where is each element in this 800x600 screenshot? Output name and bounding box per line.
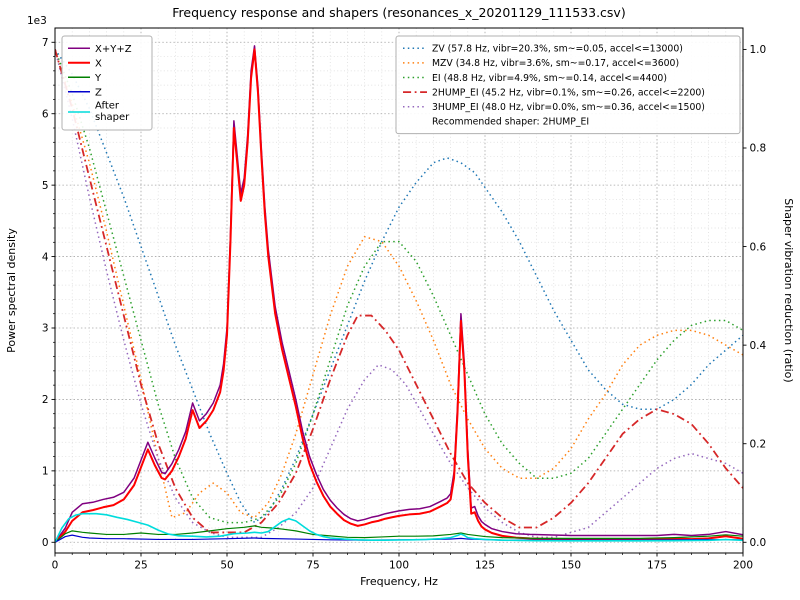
x-tick-label: 25 xyxy=(134,560,147,572)
right-tick-label: 0.2 xyxy=(750,438,767,450)
left-tick-label: 3 xyxy=(42,323,49,335)
legend-label: ZV (57.8 Hz, vibr=20.3%, sm~=0.05, accel… xyxy=(432,44,683,55)
left-tick-label: 6 xyxy=(42,108,49,120)
x-tick-label: 125 xyxy=(475,560,495,572)
recommended-shaper-note: Recommended shaper: 2HUMP_EI xyxy=(432,117,589,128)
left-tick-label: 5 xyxy=(42,180,49,192)
legend-label: After xyxy=(95,101,120,112)
x-tick-label: 50 xyxy=(220,560,233,572)
right-tick-label: 0.8 xyxy=(750,143,767,155)
x-axis-label: Frequency, Hz xyxy=(360,575,438,588)
legend-label: 3HUMP_EI (48.0 Hz, vibr=0.0%, sm~=0.36, … xyxy=(432,102,705,113)
legend-label: MZV (34.8 Hz, vibr=3.6%, sm~=0.17, accel… xyxy=(432,58,679,69)
y-axis-label-left: Power spectral density xyxy=(5,228,18,353)
legend-label: Z xyxy=(95,87,102,98)
series-group xyxy=(55,45,743,543)
left-tick-label: 1 xyxy=(42,466,49,478)
series-after xyxy=(55,512,743,543)
right-tick-label: 0.0 xyxy=(750,537,767,549)
left-tick-label: 2 xyxy=(42,394,49,406)
x-tick-label: 0 xyxy=(52,560,59,572)
right-tick-label: 1.0 xyxy=(750,44,767,56)
x-tick-label: 200 xyxy=(733,560,753,572)
legend-label: Y xyxy=(94,73,102,84)
axis-offset-text: 1e3 xyxy=(27,15,47,27)
axes-ticks: 0 25 50 75 100 125 150 175 200 0 1 2 3 4 5 6 7 0.0 0.2 0.4 0… xyxy=(27,15,767,572)
legend-right: ZV (57.8 Hz, vibr=20.3%, sm~=0.05, accel… xyxy=(395,35,741,135)
legend-label: X xyxy=(95,58,102,69)
series-x_total xyxy=(55,45,743,543)
x-tick-label: 75 xyxy=(306,560,319,572)
x-tick-label: 150 xyxy=(561,560,581,572)
series-hump3 xyxy=(55,49,743,539)
x-tick-label: 175 xyxy=(647,560,667,572)
right-tick-label: 0.4 xyxy=(750,340,767,352)
legend-label: EI (48.8 Hz, vibr=4.9%, sm~=0.14, accel<… xyxy=(432,73,667,84)
series-hump2 xyxy=(55,49,743,534)
left-tick-label: 7 xyxy=(42,37,49,49)
series-ei xyxy=(55,49,743,524)
series-x xyxy=(55,48,743,543)
left-tick-label: 0 xyxy=(42,537,49,549)
x-tick-label: 100 xyxy=(389,560,409,572)
legend-label: X+Y+Z xyxy=(95,44,132,55)
right-tick-label: 0.6 xyxy=(750,241,767,253)
legend-label: shaper xyxy=(95,112,130,123)
series-zv xyxy=(55,49,743,524)
chart-title: Frequency response and shapers (resonanc… xyxy=(172,5,625,20)
series-y xyxy=(55,525,743,543)
legend-label: 2HUMP_EI (45.2 Hz, vibr=0.1%, sm~=0.26, … xyxy=(432,87,705,98)
y-axis-label-right: Shaper vibration reduction (ratio) xyxy=(782,198,795,382)
left-tick-label: 4 xyxy=(42,251,49,263)
